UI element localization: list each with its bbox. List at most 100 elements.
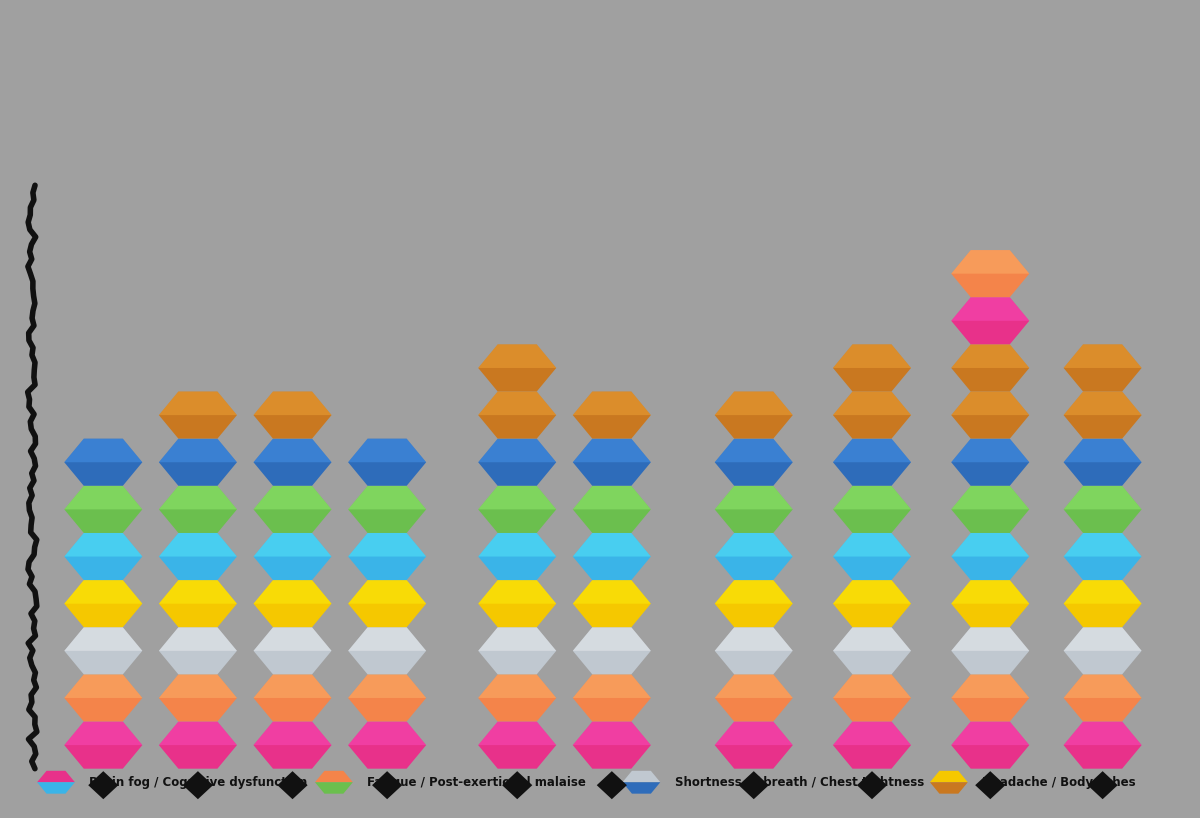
Polygon shape (715, 486, 793, 510)
Polygon shape (952, 627, 1030, 651)
Polygon shape (348, 580, 426, 604)
Polygon shape (1063, 344, 1141, 392)
Polygon shape (572, 392, 650, 415)
Polygon shape (572, 674, 650, 698)
Polygon shape (478, 674, 557, 721)
Polygon shape (976, 771, 1006, 799)
Polygon shape (715, 392, 793, 438)
Polygon shape (715, 674, 793, 721)
Polygon shape (952, 344, 1030, 392)
Polygon shape (158, 721, 236, 769)
Polygon shape (158, 533, 236, 580)
Polygon shape (1063, 344, 1141, 368)
Polygon shape (65, 533, 143, 556)
Polygon shape (478, 580, 557, 604)
Polygon shape (930, 782, 967, 793)
Polygon shape (478, 533, 557, 580)
Polygon shape (715, 533, 793, 556)
Polygon shape (478, 344, 557, 368)
Polygon shape (348, 721, 426, 769)
Polygon shape (277, 771, 307, 799)
Polygon shape (572, 438, 650, 462)
Polygon shape (715, 674, 793, 698)
Polygon shape (833, 344, 911, 392)
Polygon shape (1063, 392, 1141, 415)
Polygon shape (833, 627, 911, 651)
Polygon shape (952, 674, 1030, 698)
Polygon shape (348, 674, 426, 721)
Polygon shape (1063, 486, 1141, 533)
Polygon shape (715, 721, 793, 769)
Polygon shape (158, 486, 236, 510)
Polygon shape (952, 344, 1030, 368)
Polygon shape (572, 627, 650, 674)
Polygon shape (65, 580, 143, 627)
Polygon shape (715, 438, 793, 486)
Polygon shape (478, 438, 557, 486)
Polygon shape (1087, 771, 1117, 799)
Polygon shape (253, 627, 331, 674)
Polygon shape (952, 438, 1030, 462)
Polygon shape (65, 486, 143, 510)
Polygon shape (1063, 533, 1141, 580)
Polygon shape (89, 771, 119, 799)
Polygon shape (833, 580, 911, 604)
Polygon shape (1063, 438, 1141, 486)
Polygon shape (182, 771, 212, 799)
Polygon shape (348, 533, 426, 580)
Polygon shape (857, 771, 887, 799)
Polygon shape (833, 721, 911, 769)
Polygon shape (1063, 721, 1141, 769)
Polygon shape (572, 674, 650, 721)
Polygon shape (65, 627, 143, 651)
Polygon shape (253, 721, 331, 745)
Polygon shape (952, 297, 1030, 321)
Polygon shape (952, 721, 1030, 769)
Polygon shape (952, 297, 1030, 344)
Polygon shape (478, 721, 557, 769)
Polygon shape (348, 438, 426, 462)
Polygon shape (833, 674, 911, 721)
Polygon shape (952, 392, 1030, 415)
Polygon shape (952, 533, 1030, 556)
Polygon shape (1063, 721, 1141, 745)
Polygon shape (348, 486, 426, 533)
Text: Brain fog / Cognitive dysfunction: Brain fog / Cognitive dysfunction (89, 775, 307, 789)
Polygon shape (37, 771, 74, 782)
Polygon shape (478, 627, 557, 674)
Polygon shape (715, 533, 793, 580)
Polygon shape (952, 486, 1030, 533)
Polygon shape (952, 580, 1030, 627)
Polygon shape (253, 486, 331, 510)
Polygon shape (572, 438, 650, 486)
Polygon shape (478, 392, 557, 415)
Polygon shape (253, 674, 331, 698)
Polygon shape (253, 580, 331, 604)
Polygon shape (65, 580, 143, 604)
Polygon shape (314, 782, 353, 793)
Polygon shape (65, 533, 143, 580)
Polygon shape (715, 580, 793, 604)
Polygon shape (253, 580, 331, 627)
Polygon shape (253, 392, 331, 438)
Polygon shape (478, 486, 557, 510)
Polygon shape (623, 782, 660, 793)
Polygon shape (715, 392, 793, 415)
Polygon shape (1063, 674, 1141, 721)
Polygon shape (952, 627, 1030, 674)
Polygon shape (952, 533, 1030, 580)
Polygon shape (478, 674, 557, 698)
Polygon shape (1063, 627, 1141, 674)
Text: Shortness of breath / Chest tightness: Shortness of breath / Chest tightness (674, 775, 924, 789)
Polygon shape (65, 438, 143, 486)
Polygon shape (253, 486, 331, 533)
Polygon shape (833, 438, 911, 486)
Polygon shape (1063, 580, 1141, 627)
Polygon shape (65, 674, 143, 698)
Polygon shape (572, 486, 650, 510)
Polygon shape (37, 782, 74, 793)
Polygon shape (715, 438, 793, 462)
Polygon shape (158, 674, 236, 698)
Text: Headache / Body aches: Headache / Body aches (982, 775, 1135, 789)
Polygon shape (478, 627, 557, 651)
